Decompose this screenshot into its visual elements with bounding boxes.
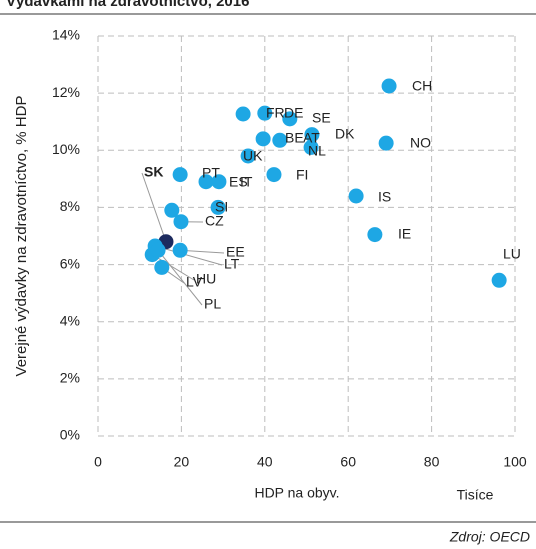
y-tick-label: 0% <box>60 427 80 443</box>
point-label: SK <box>144 164 163 180</box>
point <box>211 174 227 190</box>
point-label: LU <box>503 246 521 262</box>
point <box>257 105 273 121</box>
point-label: SI <box>215 199 228 215</box>
point-label: HU <box>196 271 216 287</box>
point <box>282 111 298 127</box>
point-label: DK <box>335 126 355 142</box>
x-tick-label: 60 <box>340 454 356 470</box>
point-label: NL <box>308 143 326 159</box>
x-unit: Tisíce <box>457 487 494 503</box>
point-label: ES <box>229 174 248 190</box>
point-label: DE <box>284 105 303 121</box>
x-tick-label: 20 <box>174 454 190 470</box>
point <box>378 135 394 151</box>
source: Zdroj: OECD <box>449 529 530 545</box>
y-tick-label: 14% <box>52 27 80 43</box>
x-axis-label: HDP na obyv. <box>254 485 339 501</box>
point-label: IT <box>240 174 253 190</box>
point <box>172 242 188 258</box>
point <box>150 242 166 258</box>
point <box>173 214 189 230</box>
point-label: LV <box>186 274 203 290</box>
point-label: NO <box>410 135 431 151</box>
point <box>367 227 383 243</box>
point <box>154 259 170 275</box>
point-label: FR <box>266 105 285 121</box>
point-label: IE <box>398 226 411 242</box>
point-label: BE <box>285 130 304 146</box>
leader-line <box>157 249 203 306</box>
point <box>266 167 282 183</box>
point <box>348 188 364 204</box>
point-label: IS <box>378 189 391 205</box>
y-tick-label: 2% <box>60 370 80 386</box>
x-tick-label: 100 <box>503 454 527 470</box>
point-label: PL <box>204 296 221 312</box>
point <box>172 167 188 183</box>
y-tick-label: 4% <box>60 312 80 328</box>
x-tick-label: 40 <box>257 454 273 470</box>
point-label: PT <box>202 165 220 181</box>
point <box>381 78 397 94</box>
point-label: CZ <box>205 213 224 229</box>
x-tick-label: 0 <box>94 454 102 470</box>
point <box>235 106 251 122</box>
point <box>164 202 180 218</box>
point <box>304 127 320 143</box>
chart-title: Výdavkami na zdravotníctvo, 2016 <box>6 0 249 10</box>
point <box>240 148 256 164</box>
y-tick-label: 8% <box>60 198 80 214</box>
leader-line <box>151 254 195 281</box>
point <box>198 174 214 190</box>
point <box>491 272 507 288</box>
point-label: CH <box>412 78 432 94</box>
y-axis-label: Verejné výdavky na zdravotníctvo, % HDP <box>13 96 30 377</box>
point <box>210 199 226 215</box>
y-tick-label: 12% <box>52 84 80 100</box>
x-tick-label: 80 <box>424 454 440 470</box>
point <box>272 132 288 148</box>
point-label: AT <box>303 130 320 146</box>
y-tick-label: 10% <box>52 141 80 157</box>
point-label: EE <box>226 244 245 260</box>
leader-line <box>141 172 167 242</box>
point <box>303 139 319 155</box>
point-label: UK <box>243 148 263 164</box>
point <box>255 131 271 147</box>
point-label: FI <box>296 167 308 183</box>
y-tick-label: 6% <box>60 255 80 271</box>
point-label: LT <box>224 256 240 272</box>
point-label: SE <box>312 110 331 126</box>
